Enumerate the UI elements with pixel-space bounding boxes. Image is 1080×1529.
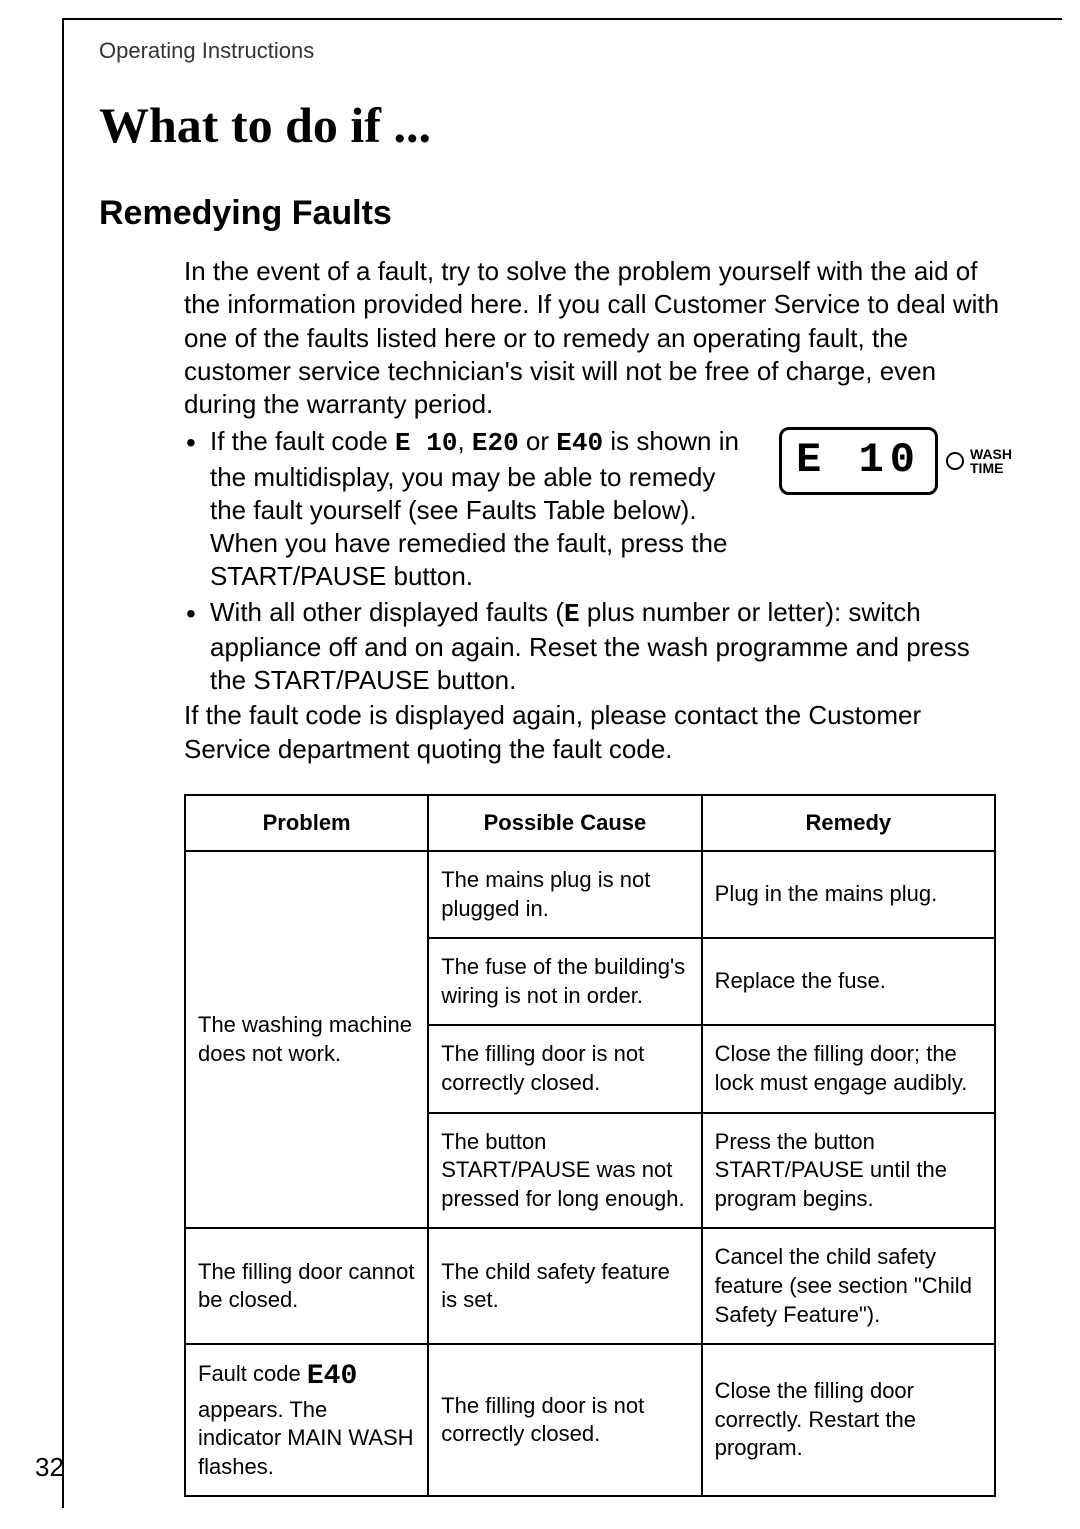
wash-time-indicator: WASH TIME bbox=[946, 447, 1012, 476]
page-frame: Operating Instructions What to do if ...… bbox=[62, 18, 1062, 1508]
col-remedy: Remedy bbox=[702, 795, 995, 851]
cause-cell: The mains plug is not plugged in. bbox=[428, 851, 701, 938]
page-title: What to do if ... bbox=[99, 96, 1022, 154]
lcd-frame: E 10 bbox=[779, 427, 938, 495]
remedy-cell: Press the button START/PAUSE until the p… bbox=[702, 1113, 995, 1229]
cause-cell: The button START/PAUSE was not pressed f… bbox=[428, 1113, 701, 1229]
table-row: The filling door cannot be closed. The c… bbox=[185, 1228, 995, 1344]
cause-cell: The filling door is not correctly closed… bbox=[428, 1025, 701, 1112]
indicator-led-icon bbox=[946, 452, 964, 470]
remedy-cell: Replace the fuse. bbox=[702, 938, 995, 1025]
multidisplay-figure: E 10 WASH TIME bbox=[779, 427, 1012, 495]
remedy-cell: Cancel the child safety feature (see sec… bbox=[702, 1228, 995, 1344]
intro-paragraph: In the event of a fault, try to solve th… bbox=[184, 255, 1012, 421]
col-cause: Possible Cause bbox=[428, 795, 701, 851]
fault-code-e10: E 10 bbox=[395, 428, 457, 458]
cause-cell: The filling door is not correctly closed… bbox=[428, 1344, 701, 1496]
remedy-cell: Close the filling door correctly. Restar… bbox=[702, 1344, 995, 1496]
bullet-item-2: With all other displayed faults (E plus … bbox=[184, 596, 1012, 698]
table-row: Fault code E40 appears. The indicator MA… bbox=[185, 1344, 995, 1496]
table-header-row: Problem Possible Cause Remedy bbox=[185, 795, 995, 851]
table-row: The washing machine does not work. The m… bbox=[185, 851, 995, 938]
faults-table: Problem Possible Cause Remedy The washin… bbox=[184, 794, 996, 1497]
problem-prefix: Fault code bbox=[198, 1361, 307, 1386]
fault-code-e40: E40 bbox=[556, 428, 603, 458]
remedy-cell: Plug in the mains plug. bbox=[702, 851, 995, 938]
fault-code-e40-inline: E40 bbox=[307, 1361, 357, 1392]
fault-bullet-list: If the fault code E 10, E20 or E40 is sh… bbox=[184, 425, 1012, 697]
problem-suffix: appears. The indicator MAIN WASH flashes… bbox=[198, 1397, 414, 1479]
wash-time-label: WASH TIME bbox=[970, 447, 1012, 476]
section-title: Remedying Faults bbox=[99, 194, 1022, 233]
bullet-item-1: If the fault code E 10, E20 or E40 is sh… bbox=[184, 425, 1012, 593]
fault-code-e20: E20 bbox=[472, 428, 519, 458]
body-content: In the event of a fault, try to solve th… bbox=[184, 255, 1012, 1497]
problem-cell: The washing machine does not work. bbox=[185, 851, 428, 1228]
col-problem: Problem bbox=[185, 795, 428, 851]
bullet1-prefix: If the fault code bbox=[210, 426, 395, 456]
remedy-cell: Close the filling door; the lock must en… bbox=[702, 1025, 995, 1112]
bullet2-prefix: With all other displayed faults ( bbox=[210, 597, 564, 627]
cause-cell: The fuse of the building's wiring is not… bbox=[428, 938, 701, 1025]
running-header: Operating Instructions bbox=[99, 38, 1022, 64]
bullet1-sep1: , bbox=[457, 426, 471, 456]
fault-code-e: E bbox=[564, 599, 580, 629]
page-number: 32 bbox=[35, 1452, 64, 1483]
cause-cell: The child safety feature is set. bbox=[428, 1228, 701, 1344]
bullet1-sep2: or bbox=[519, 426, 557, 456]
closing-paragraph: If the fault code is displayed again, pl… bbox=[184, 699, 1012, 766]
problem-cell: Fault code E40 appears. The indicator MA… bbox=[185, 1344, 428, 1496]
lcd-text: E 10 bbox=[796, 434, 921, 488]
problem-cell: The filling door cannot be closed. bbox=[185, 1228, 428, 1344]
